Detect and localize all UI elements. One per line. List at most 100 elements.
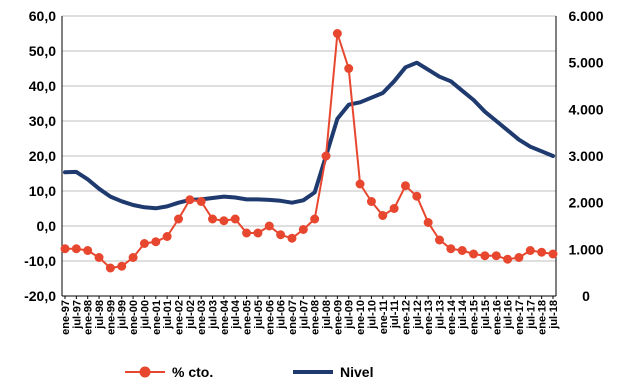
y-right-tick-labels: 0 1.000 2.000 3.000 4.000 5.000 6.000 xyxy=(568,8,603,304)
x-tick-label: jul-98 xyxy=(94,300,106,330)
x-tick-label: jul-11 xyxy=(389,300,401,329)
x-tick-label: ene-16 xyxy=(491,300,503,335)
y-left-tick-label: 60,0 xyxy=(29,8,56,24)
x-tick-label: jul-01 xyxy=(162,300,174,330)
data-point-pct-cto xyxy=(71,244,81,254)
x-tick-label: ene-14 xyxy=(446,299,458,335)
x-tick-label: jul-05 xyxy=(253,300,265,330)
x-tick-label: jul-13 xyxy=(435,300,447,330)
data-point-pct-cto xyxy=(94,253,104,262)
y-right-tick-label: 6.000 xyxy=(568,8,603,24)
data-point-pct-cto xyxy=(366,197,376,206)
data-point-pct-cto xyxy=(525,246,535,255)
x-tick-label: ene-01 xyxy=(151,300,163,335)
y-right-tick-label: 4.000 xyxy=(568,101,603,117)
data-point-pct-cto xyxy=(185,195,195,205)
x-tick-label: jul-10 xyxy=(366,300,378,330)
x-tick-label: jul-17 xyxy=(525,300,537,330)
data-point-pct-cto xyxy=(514,253,524,262)
data-point-pct-cto xyxy=(105,263,115,273)
x-tick-labels: ene-97 jul-97 ene-98 jul-98 ene-99 jul-99 ene-… xyxy=(60,299,560,335)
y-left-tick-label: 30,0 xyxy=(29,113,56,129)
x-tick-label: ene-10 xyxy=(355,300,367,335)
data-point-pct-cto xyxy=(480,251,490,261)
data-point-pct-cto xyxy=(151,237,161,247)
y-right-tick-label: 0 xyxy=(582,288,590,304)
y-left-tick-label: 20,0 xyxy=(29,148,56,164)
data-point-pct-cto xyxy=(389,204,399,213)
legend-label-nivel: Nivel xyxy=(340,364,373,380)
y-right-tick-label: 3.000 xyxy=(568,148,603,164)
data-point-pct-cto xyxy=(60,244,70,254)
data-point-pct-cto xyxy=(469,249,479,259)
data-point-pct-cto xyxy=(491,251,501,261)
x-tick-label: ene-06 xyxy=(264,300,276,335)
x-tick-label: jul-97 xyxy=(71,300,83,330)
series-line-nivel xyxy=(63,60,555,211)
data-point-pct-cto xyxy=(173,214,183,224)
x-tick-label: ene-18 xyxy=(537,300,549,335)
data-point-pct-cto xyxy=(287,233,297,243)
y-left-tick-label: -10,0 xyxy=(24,253,56,269)
y-right-tick-label: 2.000 xyxy=(568,195,603,211)
x-tick-label: ene-17 xyxy=(514,300,526,335)
data-point-pct-cto xyxy=(83,246,93,255)
y-left-tick-labels: -20,0 -10,0 0,0 10,0 20,0 30,0 40,0 50,0 60,0 xyxy=(24,8,56,304)
y-right-tick-label: 5.000 xyxy=(568,55,603,71)
data-point-pct-cto xyxy=(128,253,138,262)
x-tick-label: ene-00 xyxy=(128,300,140,335)
x-tick-label: ene-09 xyxy=(332,300,344,335)
data-point-pct-cto xyxy=(208,214,218,224)
x-tick-label: ene-07 xyxy=(287,300,299,335)
data-point-pct-cto xyxy=(310,214,320,224)
data-point-pct-cto xyxy=(537,247,547,257)
x-tick-label: ene-15 xyxy=(469,300,481,335)
x-tick-label: jul-09 xyxy=(344,300,356,330)
x-tick-label: jul-16 xyxy=(503,300,515,330)
x-tick-label: ene-03 xyxy=(196,300,208,335)
x-tick-label: jul-06 xyxy=(276,300,288,330)
x-tick-label: jul-12 xyxy=(412,300,424,330)
x-tick-label: jul-04 xyxy=(230,299,242,330)
y-left-tick-label: 10,0 xyxy=(29,183,56,199)
x-tick-label: jul-02 xyxy=(185,300,197,330)
data-point-pct-cto xyxy=(503,254,513,264)
y-left-tick-label: 50,0 xyxy=(29,43,56,59)
data-point-pct-cto xyxy=(412,191,422,201)
legend-marker-pct-cto xyxy=(139,366,151,378)
x-tick-label: jul-08 xyxy=(321,300,333,330)
data-point-pct-cto xyxy=(378,211,388,220)
x-tick-label: ene-97 xyxy=(60,300,72,335)
x-tick-label: jul-15 xyxy=(480,300,492,330)
data-point-pct-cto xyxy=(230,214,240,224)
y-left-tick-label: -20,0 xyxy=(24,288,56,304)
data-point-pct-cto xyxy=(355,179,365,189)
data-point-pct-cto xyxy=(423,218,433,227)
x-tick-label: ene-02 xyxy=(173,300,185,335)
data-point-pct-cto xyxy=(242,228,252,238)
x-tick-label: ene-99 xyxy=(105,300,117,335)
data-point-pct-cto xyxy=(139,239,149,248)
data-point-pct-cto xyxy=(446,244,456,254)
data-point-pct-cto xyxy=(117,261,127,271)
x-tick-label: ene-12 xyxy=(400,300,412,335)
legend-label-pct-cto: % cto. xyxy=(172,364,213,380)
data-point-pct-cto xyxy=(435,235,445,245)
data-point-pct-cto xyxy=(457,246,467,255)
x-tick-label: ene-08 xyxy=(310,300,322,335)
x-tick-label: jul-03 xyxy=(208,300,220,330)
x-tick-label: ene-05 xyxy=(242,300,254,335)
y-left-tick-label: 40,0 xyxy=(29,78,56,94)
x-tick-label: jul-99 xyxy=(117,300,129,330)
y-left-tick-label: 0,0 xyxy=(37,218,57,234)
x-tick-label: jul-07 xyxy=(298,300,310,330)
data-point-pct-cto xyxy=(344,64,354,73)
data-point-pct-cto xyxy=(253,228,263,238)
data-point-pct-cto xyxy=(332,29,342,38)
x-tick-label: jul-18 xyxy=(548,300,560,330)
data-point-pct-cto xyxy=(196,197,206,206)
data-point-pct-cto xyxy=(276,230,286,240)
data-point-pct-cto xyxy=(162,232,172,241)
series-layer xyxy=(60,29,558,273)
